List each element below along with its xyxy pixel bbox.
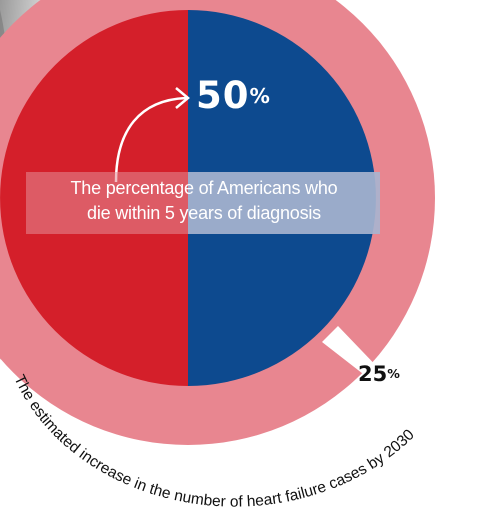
curved-arrow-icon: [114, 96, 187, 183]
pie-description: The percentage of Americans who die withi…: [70, 178, 338, 223]
ring-caption-text: The estimated increase in the number of …: [10, 372, 418, 510]
svg-text:The estimated increase in the: The estimated increase in the number of …: [10, 372, 418, 510]
pointer-arrow-icon: [322, 326, 410, 410]
pie-value-label: 50%: [196, 74, 271, 117]
ring-value-label: 25%: [358, 362, 400, 386]
curved-arrow-head: [175, 87, 190, 109]
description-band-overlay: [188, 172, 380, 234]
